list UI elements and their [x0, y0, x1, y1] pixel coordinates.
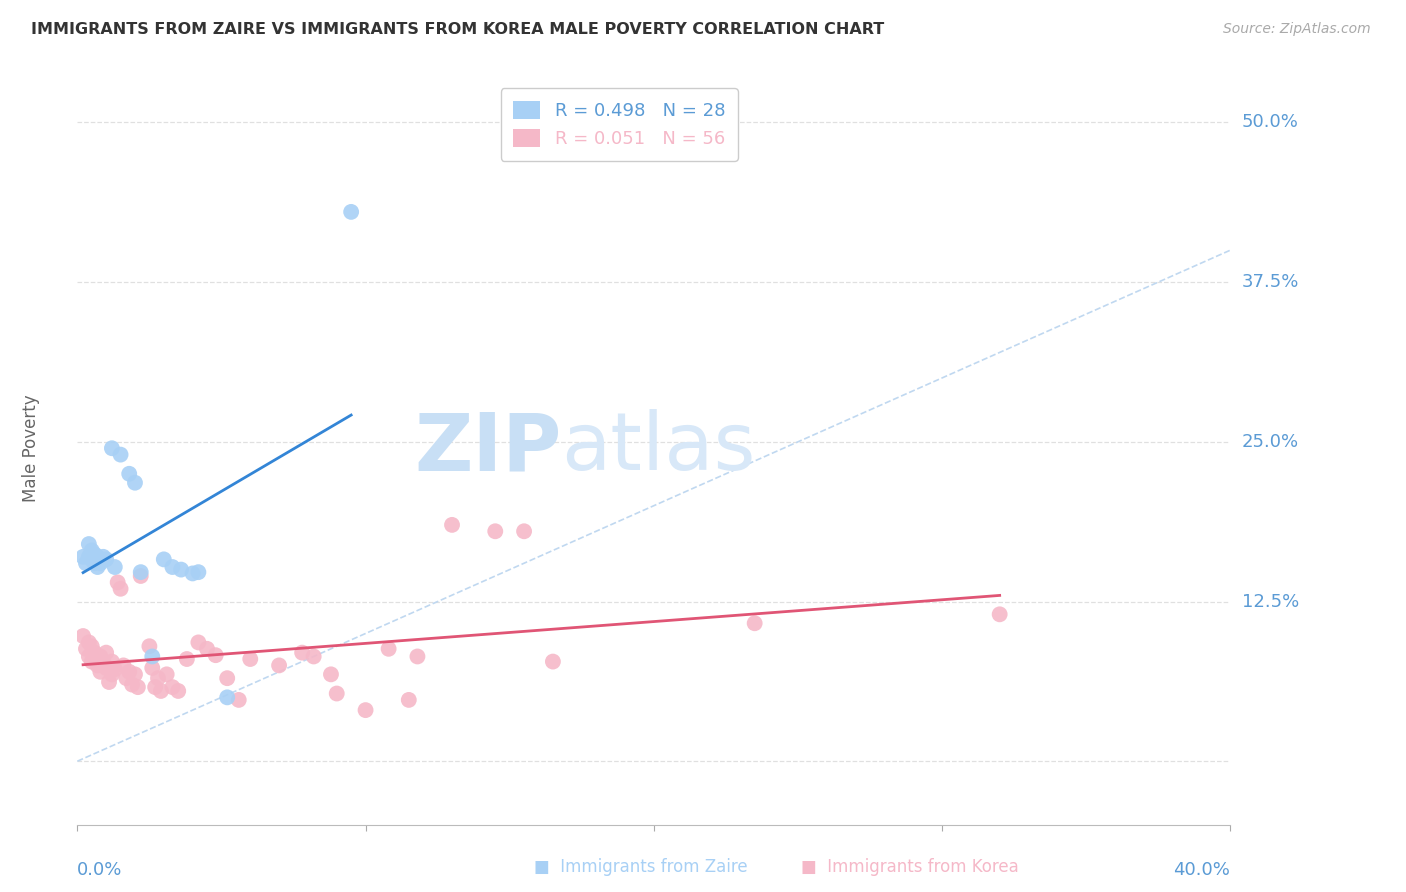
Point	[176, 652, 198, 666]
Point	[118, 665, 141, 679]
Point	[129, 569, 152, 583]
Point	[398, 693, 420, 707]
Point	[98, 675, 121, 690]
Point	[80, 655, 103, 669]
Point	[80, 552, 103, 566]
Point	[75, 556, 97, 570]
Point	[118, 467, 141, 481]
Point	[80, 543, 103, 558]
Point	[77, 549, 100, 564]
Point	[101, 442, 124, 456]
Text: Male Poverty: Male Poverty	[22, 394, 41, 502]
Point	[104, 560, 127, 574]
Point	[121, 677, 143, 691]
Point	[204, 648, 226, 663]
Point	[377, 641, 399, 656]
Point	[89, 552, 111, 566]
Text: ■  Immigrants from Korea: ■ Immigrants from Korea	[801, 858, 1019, 876]
Point	[72, 629, 94, 643]
Text: ■  Immigrants from Zaire: ■ Immigrants from Zaire	[534, 858, 748, 876]
Point	[89, 665, 111, 679]
Point	[124, 475, 146, 490]
Legend: R = 0.498   N = 28, R = 0.051   N = 56: R = 0.498 N = 28, R = 0.051 N = 56	[501, 88, 738, 161]
Point	[162, 560, 184, 574]
Point	[291, 646, 314, 660]
Point	[127, 680, 149, 694]
Point	[156, 667, 179, 681]
Point	[354, 703, 377, 717]
Point	[153, 552, 174, 566]
Point	[228, 693, 250, 707]
Point	[406, 649, 429, 664]
Point	[124, 667, 146, 681]
Point	[112, 658, 135, 673]
Text: atlas: atlas	[561, 409, 756, 487]
Point	[89, 556, 111, 570]
Point	[129, 565, 152, 579]
Point	[86, 549, 108, 564]
Point	[96, 552, 118, 566]
Text: 12.5%: 12.5%	[1241, 592, 1299, 610]
Point	[83, 547, 105, 561]
Point	[167, 684, 190, 698]
Point	[101, 655, 124, 669]
Point	[89, 649, 111, 664]
Point	[217, 671, 239, 685]
Point	[110, 448, 132, 462]
Point	[149, 684, 172, 698]
Point	[77, 649, 100, 664]
Point	[513, 524, 536, 539]
Point	[141, 649, 163, 664]
Point	[187, 565, 209, 579]
Point	[80, 639, 103, 653]
Point	[75, 641, 97, 656]
Text: ZIP: ZIP	[415, 409, 561, 487]
Point	[239, 652, 262, 666]
Point	[170, 563, 193, 577]
Text: 40.0%: 40.0%	[1174, 861, 1230, 879]
Point	[217, 690, 239, 705]
Point	[72, 549, 94, 564]
Text: 0.0%: 0.0%	[77, 861, 122, 879]
Point	[91, 655, 114, 669]
Point	[104, 662, 127, 676]
Point	[162, 680, 184, 694]
Point	[319, 667, 342, 681]
Point	[441, 517, 464, 532]
Text: Source: ZipAtlas.com: Source: ZipAtlas.com	[1223, 22, 1371, 37]
Point	[115, 671, 138, 685]
Text: IMMIGRANTS FROM ZAIRE VS IMMIGRANTS FROM KOREA MALE POVERTY CORRELATION CHART: IMMIGRANTS FROM ZAIRE VS IMMIGRANTS FROM…	[31, 22, 884, 37]
Point	[91, 549, 114, 564]
Point	[110, 582, 132, 596]
Point	[267, 658, 291, 673]
Text: 37.5%: 37.5%	[1241, 273, 1299, 291]
Point	[86, 658, 108, 673]
Point	[325, 686, 349, 700]
Point	[77, 537, 100, 551]
Text: 50.0%: 50.0%	[1241, 113, 1299, 131]
Text: 25.0%: 25.0%	[1241, 433, 1299, 450]
Point	[83, 556, 105, 570]
Point	[187, 635, 209, 649]
Point	[96, 646, 118, 660]
Point	[146, 671, 169, 685]
Point	[83, 646, 105, 660]
Point	[181, 566, 204, 581]
Point	[86, 560, 108, 574]
Point	[138, 639, 160, 653]
Point	[96, 661, 118, 675]
Point	[143, 680, 166, 694]
Point	[195, 641, 218, 656]
Point	[302, 649, 325, 664]
Point	[141, 661, 163, 675]
Point	[77, 635, 100, 649]
Point	[988, 607, 1011, 622]
Point	[541, 655, 564, 669]
Point	[340, 205, 363, 219]
Point	[744, 616, 766, 631]
Point	[101, 667, 124, 681]
Point	[107, 575, 129, 590]
Point	[484, 524, 506, 539]
